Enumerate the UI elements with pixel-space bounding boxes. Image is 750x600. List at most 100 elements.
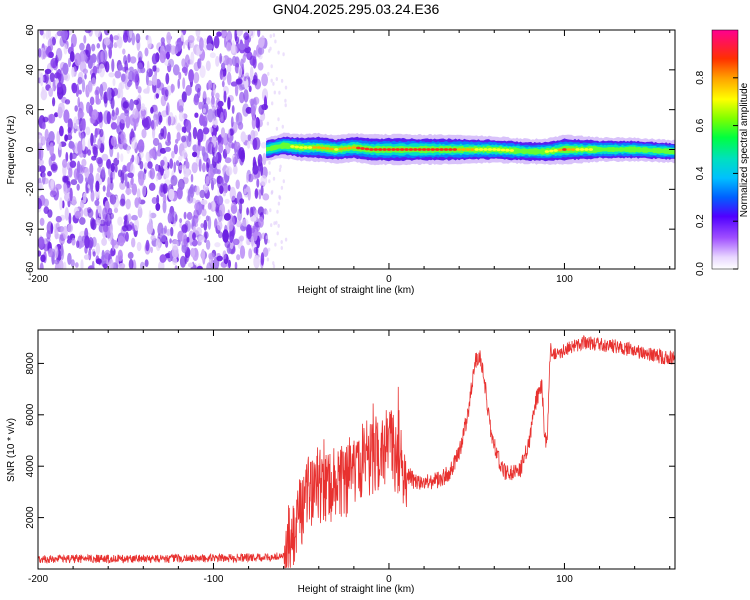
noise-blob	[268, 48, 271, 53]
noise-blob	[239, 91, 245, 104]
noise-blob	[126, 81, 132, 88]
noise-blob	[159, 147, 167, 154]
noise-blob	[184, 54, 190, 68]
ridge-peak	[505, 148, 510, 152]
noise-blob	[276, 209, 279, 214]
ridge-peak	[544, 150, 550, 153]
y-tick-label: -40	[25, 222, 36, 237]
noise-blob	[249, 66, 254, 81]
x-tick-label: -200	[28, 574, 48, 585]
noise-blob	[125, 69, 129, 79]
noise-blob	[68, 57, 71, 68]
noise-blob	[77, 164, 83, 174]
ridge-peak	[588, 148, 593, 151]
ridge-peak	[356, 146, 361, 150]
noise-blob	[127, 53, 131, 63]
noise-blob	[275, 220, 278, 225]
noise-blob	[95, 258, 102, 265]
noise-blob	[193, 222, 199, 228]
ridge-peak	[579, 148, 585, 151]
noise-blob	[56, 131, 61, 145]
noise-blob	[98, 63, 105, 78]
noise-blob	[206, 97, 211, 105]
noise-blob	[89, 96, 95, 106]
noise-blob	[260, 185, 264, 196]
y-tick-label: 20	[25, 104, 36, 116]
noise-blob	[69, 51, 75, 63]
noise-blob	[177, 78, 180, 90]
noise-blob	[122, 48, 126, 55]
noise-blob	[250, 129, 256, 140]
noise-blob	[229, 229, 234, 243]
noise-blob	[129, 30, 133, 39]
noise-blob	[202, 115, 208, 129]
noise-blob	[230, 116, 234, 128]
snr-ticks: -200 -100 0 100 2000 4000 6000 8000	[25, 330, 675, 585]
noise-blob	[202, 127, 210, 135]
noise-blob	[215, 55, 220, 67]
noise-blob	[214, 218, 218, 229]
noise-blob	[104, 30, 110, 36]
noise-blob	[106, 111, 112, 125]
noise-blob	[81, 118, 86, 131]
noise-blob	[97, 138, 102, 150]
noise-blob	[187, 262, 194, 268]
ridge-peak	[571, 148, 576, 151]
noise-blob	[182, 41, 186, 50]
noise-blob	[201, 162, 206, 173]
noise-blob	[119, 112, 127, 124]
noise-blob	[165, 51, 170, 60]
noise-blob	[134, 218, 140, 231]
noise-blob	[137, 86, 142, 94]
noise-blob	[112, 78, 116, 87]
noise-blob	[142, 171, 146, 181]
noise-blob	[181, 149, 188, 159]
noise-blob	[70, 33, 77, 48]
ridge-peak	[395, 148, 400, 151]
noise-blob	[115, 107, 119, 116]
ridge-peak	[347, 146, 352, 150]
noise-blob	[101, 166, 106, 178]
noise-blob	[191, 219, 195, 227]
noise-blob	[145, 151, 150, 162]
noise-blob	[270, 223, 273, 228]
noise-blob	[102, 185, 106, 192]
noise-blob	[239, 245, 246, 259]
noise-blob	[194, 112, 199, 118]
noise-blob	[248, 85, 252, 93]
noise-blob	[234, 141, 241, 150]
ridge-peak	[373, 148, 378, 151]
noise-blob	[274, 39, 277, 44]
noise-blob	[260, 252, 265, 266]
snr-y-axis-label: SNR (10 * v/v)	[6, 418, 17, 482]
noise-blob	[244, 46, 251, 54]
noise-blob	[48, 131, 55, 143]
noise-blob	[181, 135, 187, 143]
noise-blob	[90, 53, 97, 63]
noise-blob	[127, 251, 134, 260]
noise-blob	[54, 72, 61, 79]
ridge-peak	[360, 147, 365, 150]
ridge-peak	[294, 145, 299, 149]
noise-blob	[162, 200, 167, 214]
noise-blob	[272, 33, 276, 38]
noise-blob	[71, 237, 76, 246]
noise-blob	[269, 34, 272, 39]
noise-blob	[212, 168, 219, 174]
noise-blob	[150, 106, 154, 114]
noise-blob	[182, 77, 186, 90]
noise-blob	[220, 30, 228, 39]
noise-blob	[111, 58, 115, 72]
noise-blob	[162, 183, 168, 194]
noise-blob	[166, 228, 171, 237]
noise-blob	[163, 193, 167, 202]
noise-blob	[125, 231, 129, 242]
noise-blob	[55, 215, 62, 223]
noise-blob	[90, 189, 95, 202]
noise-blob	[59, 125, 64, 137]
noise-blob	[205, 239, 211, 250]
ridge-peak	[553, 149, 558, 152]
noise-blob	[282, 179, 285, 184]
noise-blob	[91, 77, 97, 87]
